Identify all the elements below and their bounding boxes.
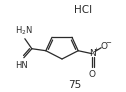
Text: $\mathsf{H_2N}$: $\mathsf{H_2N}$ bbox=[15, 24, 33, 37]
Text: O: O bbox=[89, 70, 96, 79]
Text: O: O bbox=[101, 42, 108, 51]
Text: 75: 75 bbox=[68, 80, 82, 90]
Text: −: − bbox=[106, 40, 112, 46]
Text: +: + bbox=[94, 47, 99, 52]
Text: HCl: HCl bbox=[74, 5, 92, 15]
Text: HN: HN bbox=[15, 61, 28, 70]
Text: N: N bbox=[89, 49, 96, 58]
